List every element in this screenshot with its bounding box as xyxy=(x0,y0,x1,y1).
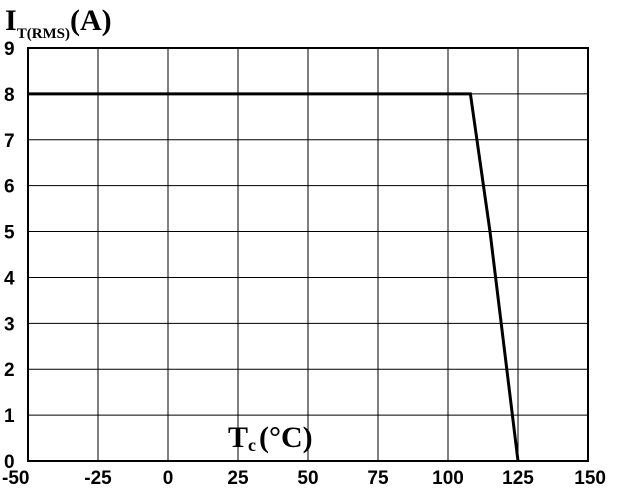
x-tick-label: 50 xyxy=(297,468,318,489)
x-tick-label: -25 xyxy=(84,468,112,489)
x-tick-label: 150 xyxy=(574,468,606,489)
x-axis-label-unit: (°C) xyxy=(259,421,313,454)
x-tick-label: 100 xyxy=(432,468,464,489)
y-tick-label: 3 xyxy=(4,314,15,335)
y-axis-label-main: I xyxy=(5,4,17,37)
y-axis-label-unit: (A) xyxy=(70,4,112,37)
x-tick-label: 125 xyxy=(502,468,534,489)
y-tick-label: 9 xyxy=(4,39,15,60)
y-tick-label: 5 xyxy=(4,223,15,244)
x-tick-labels: -50 -25 0 25 50 75 100 125 150 xyxy=(2,468,606,489)
y-tick-labels: 0 1 2 3 4 5 6 7 8 9 xyxy=(4,39,15,473)
y-tick-label: 4 xyxy=(4,268,15,289)
x-tick-label: 75 xyxy=(367,468,389,489)
x-tick-label: 25 xyxy=(227,468,249,489)
y-tick-label: 1 xyxy=(4,406,15,427)
y-tick-label: 8 xyxy=(4,85,15,106)
y-tick-label: 7 xyxy=(4,131,15,152)
y-axis-label: IT(RMS)(A) xyxy=(5,4,112,42)
y-axis-label-sub: T(RMS) xyxy=(17,26,70,42)
x-axis-label: Tc (°C) xyxy=(228,421,313,455)
x-tick-label: 0 xyxy=(163,468,174,489)
x-axis-label-main: T xyxy=(228,421,248,454)
y-tick-label: 2 xyxy=(4,360,15,381)
y-tick-label: 0 xyxy=(4,452,15,473)
y-tick-label: 6 xyxy=(4,177,15,198)
x-axis-label-sub: c xyxy=(248,435,256,455)
grid xyxy=(28,48,588,461)
